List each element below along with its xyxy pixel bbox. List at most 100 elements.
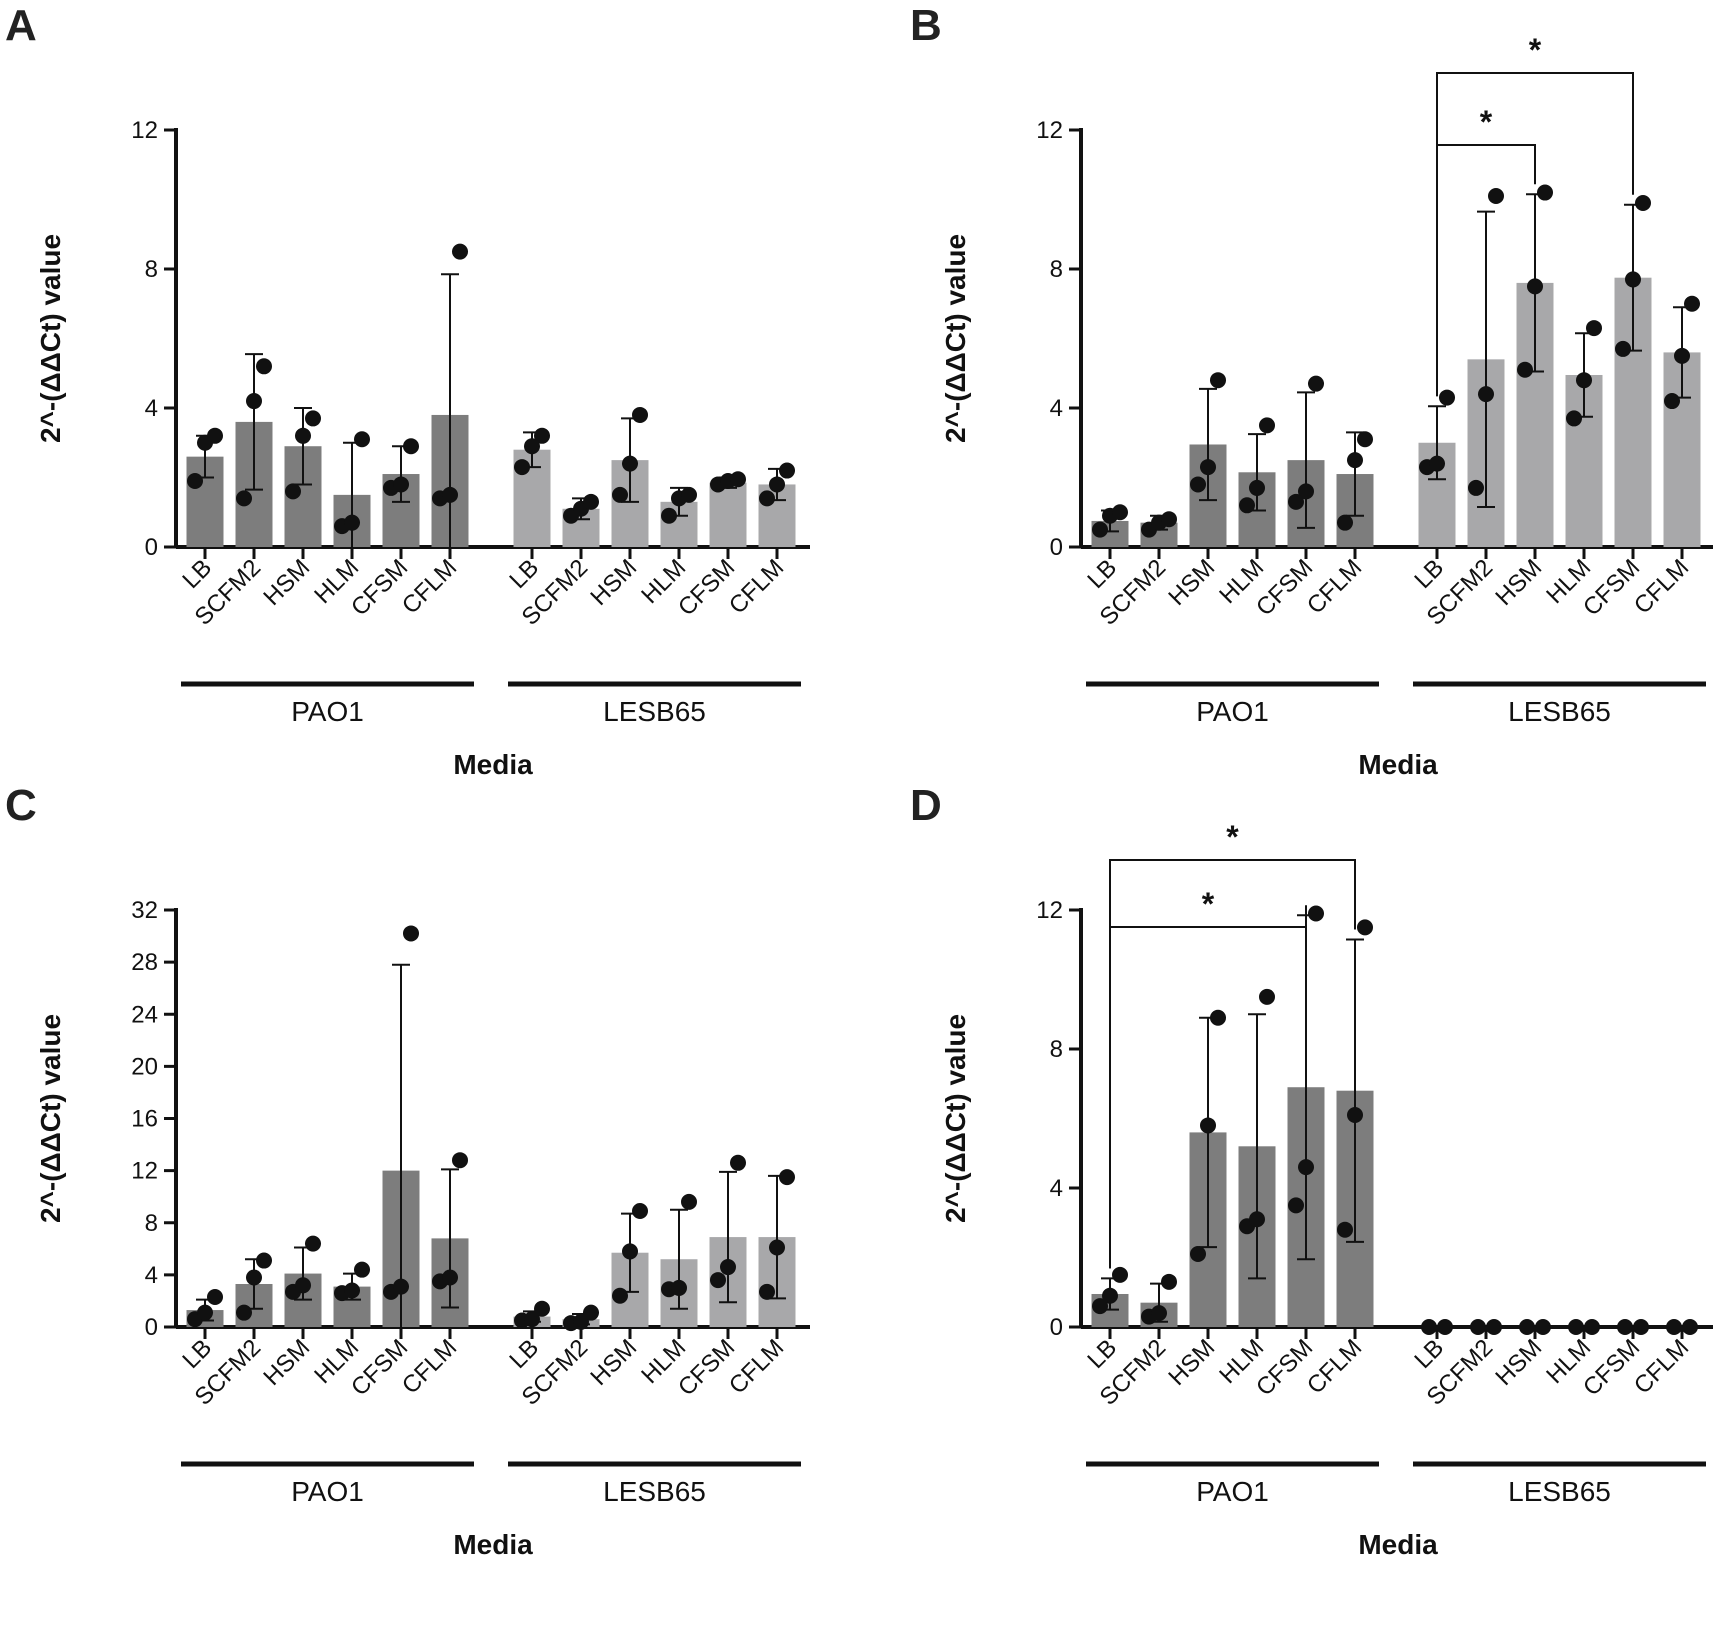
data-point [720,1259,736,1276]
data-point [1468,479,1484,496]
y-tick-label: 4 [145,395,158,422]
data-point [1102,1287,1118,1304]
data-point [256,1252,272,1269]
data-point [730,471,746,488]
y-tick-label: 4 [1050,1175,1063,1202]
data-point [1478,386,1494,403]
panel-C: C2^-(ΔΔCt) value048121620242832LBSCFM2HS… [5,781,810,1560]
data-point [1625,271,1641,288]
category-label: LB [177,554,217,594]
data-point [246,393,262,410]
category-label: CFLM [724,1334,789,1399]
data-point [1527,278,1543,295]
category-label: HSM [1490,554,1547,611]
data-point [1666,1319,1682,1335]
category-label: LB [1082,554,1122,594]
data-point [354,1261,370,1278]
data-point [1576,372,1592,389]
y-tick-label: 12 [131,117,158,144]
data-point [681,1193,697,1210]
data-point [246,1269,262,1286]
category-label: CFSM [346,1334,413,1401]
data-point [1151,1305,1167,1322]
category-label: CFLM [1302,1334,1367,1399]
data-point [207,1289,223,1306]
data-point [1200,459,1216,476]
y-tick-label: 8 [1050,1036,1063,1063]
data-point [622,455,638,472]
data-point [1249,479,1265,496]
data-point [622,1243,638,1260]
data-point [1259,988,1275,1005]
data-point [1586,320,1602,337]
category-label: CFSM [673,554,740,621]
data-point [1347,452,1363,469]
data-point [1210,1009,1226,1026]
data-point [1112,504,1128,521]
data-point [1337,514,1353,531]
data-point [583,1304,599,1321]
y-tick-label: 4 [145,1262,158,1289]
data-point [779,462,795,479]
data-point [305,1235,321,1252]
data-point [779,1169,795,1186]
category-label: LB [504,554,544,594]
data-point [295,427,311,444]
y-tick-label: 20 [131,1053,158,1080]
y-tick-label: 0 [145,1314,158,1341]
data-point [295,1277,311,1294]
data-point [1535,1319,1551,1335]
y-tick-label: 28 [131,949,158,976]
data-point [354,431,370,448]
y-tick-label: 12 [131,1158,158,1185]
y-tick-label: 4 [1050,395,1063,422]
y-tick-label: 0 [145,534,158,561]
category-label: HSM [1163,1334,1220,1391]
group-label: PAO1 [291,1476,364,1507]
data-point [393,476,409,493]
x-axis-title: Media [1358,749,1438,780]
data-point [1470,1319,1486,1335]
y-tick-label: 8 [145,256,158,283]
category-label: HSM [585,1334,642,1391]
category-label: HSM [585,554,642,611]
data-point [1633,1319,1649,1335]
data-point [1439,389,1455,406]
category-label: HSM [1490,1334,1547,1391]
data-point [1566,410,1582,427]
data-point [1682,1319,1698,1335]
data-point [1298,483,1314,500]
category-label: CFSM [1578,554,1645,621]
data-point [1664,393,1680,410]
category-label: CFLM [1629,1334,1694,1399]
category-label: LB [1082,1334,1122,1374]
data-point [534,1300,550,1317]
data-point [1298,1159,1314,1176]
data-point [1486,1319,1502,1335]
data-point [1190,1246,1206,1263]
y-tick-label: 16 [131,1106,158,1133]
data-point [1357,431,1373,448]
group-label: PAO1 [1196,1476,1269,1507]
data-point [1519,1319,1535,1335]
category-label: HSM [1163,554,1220,611]
group-label: LESB65 [603,696,706,727]
y-tick-label: 12 [1036,897,1063,924]
data-point [236,490,252,507]
data-point [1288,1197,1304,1214]
y-axis-title: 2^-(ΔΔCt) value [35,1014,66,1223]
data-point [1288,493,1304,510]
category-label: HSM [258,554,315,611]
panel-B: B2^-(ΔΔCt) value04812LBSCFM2HSMHLMCFSMCF… [910,1,1713,780]
data-point [452,1152,468,1169]
data-point [681,486,697,503]
data-point [1568,1319,1584,1335]
data-point [730,1154,746,1171]
category-label: LB [1409,554,1449,594]
data-point [442,1269,458,1286]
data-point [197,1304,213,1321]
data-point [1337,1221,1353,1238]
data-point [612,1287,628,1304]
data-point [759,1283,775,1300]
category-label: HSM [258,1334,315,1391]
